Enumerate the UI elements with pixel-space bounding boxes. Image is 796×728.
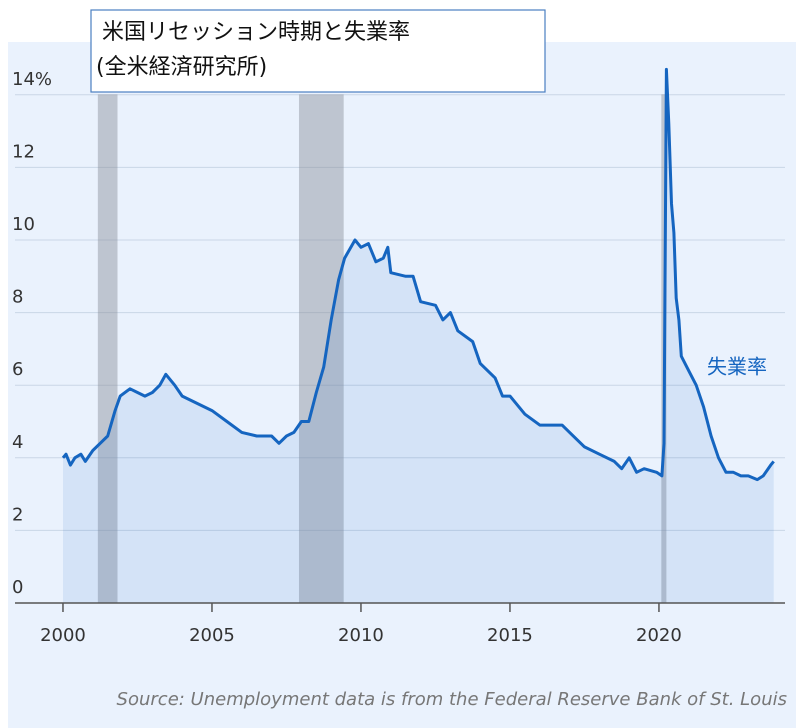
x-tick-label: 2000	[40, 625, 86, 646]
series-label: 失業率	[707, 355, 767, 379]
y-tick-label: 10	[12, 214, 35, 235]
y-tick-label: 8	[12, 287, 23, 308]
source-note: Source: Unemployment data is from the Fe…	[117, 689, 787, 710]
y-tick-label: 2	[12, 504, 23, 525]
area	[63, 69, 774, 603]
y-tick-label: 14%	[12, 69, 52, 90]
x-tick-label: 2015	[487, 625, 533, 646]
y-tick-label: 0	[12, 577, 23, 598]
y-tick-label: 12	[12, 141, 35, 162]
x-tick-label: 2020	[636, 625, 682, 646]
x-tick-label: 2005	[189, 625, 235, 646]
recession-band	[97, 94, 118, 603]
title-box	[90, 9, 546, 93]
x-tick-label: 2010	[338, 625, 384, 646]
chart-title: 米国リセッション時期と失業率	[102, 20, 410, 45]
y-tick-label: 6	[12, 359, 23, 380]
line	[61, 67, 775, 482]
y-tick-label: 4	[12, 432, 23, 453]
recession-band	[298, 94, 344, 603]
chart-subtitle: (全米経済研究所)	[96, 55, 267, 80]
